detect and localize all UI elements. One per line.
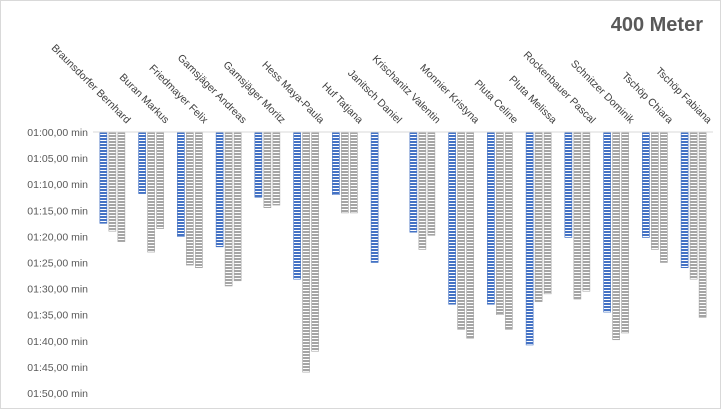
category-label: Gamsjäger Andreas: [175, 52, 249, 126]
y-tick-label: 01:50,00 min: [27, 388, 88, 400]
category-label: Krischanitz Valentin: [370, 53, 443, 126]
bar-series3: [233, 131, 242, 282]
bar-series2: [457, 131, 465, 330]
bar-series2: [418, 131, 427, 250]
bar-series2: [186, 131, 194, 266]
bar-series2: [147, 131, 155, 253]
bar-series1: [215, 131, 224, 248]
bar-series2: [651, 131, 659, 250]
y-tick-label: 01:30,00 min: [27, 284, 88, 296]
bar-series3: [117, 131, 126, 242]
bar-series3: [505, 131, 513, 330]
bar-series2: [689, 131, 698, 280]
bar-series1: [487, 131, 495, 305]
bar-series3: [195, 131, 203, 269]
chart-title: 400 Meter: [610, 14, 703, 36]
bar-series1: [603, 131, 611, 313]
bar-series2: [341, 131, 349, 214]
category-label: Schnitzer Dominik: [568, 58, 637, 127]
bar-series1: [177, 131, 185, 237]
bar-series3: [156, 131, 164, 229]
category-label: Braunsdorfer Bernhard: [49, 42, 133, 126]
bar-series1: [254, 131, 263, 198]
bar-series3: [311, 131, 319, 352]
category-label: Rockenbauer Pascal: [521, 49, 598, 126]
bar-series1: [525, 131, 534, 346]
y-tick-label: 01:20,00 min: [27, 231, 88, 243]
bar-series1: [680, 131, 689, 269]
bar-series2: [224, 131, 233, 287]
bar-series3: [582, 131, 591, 292]
y-tick-label: 01:40,00 min: [27, 336, 88, 348]
bar-series1: [370, 131, 379, 263]
bar-series2: [496, 131, 504, 315]
bar-series1: [293, 131, 301, 280]
bar-series2: [573, 131, 582, 300]
bar-series3: [350, 131, 358, 214]
bar-series2: [302, 131, 310, 373]
bar-series1: [138, 131, 146, 194]
y-tick-label: 01:05,00 min: [27, 153, 88, 165]
y-tick-label: 01:15,00 min: [27, 205, 88, 217]
bar-series3: [621, 131, 629, 334]
bar-series3: [543, 131, 552, 295]
bar-series2: [612, 131, 620, 341]
y-tick-label: 01:10,00 min: [27, 179, 88, 191]
bar-series3: [660, 131, 668, 263]
bar-series3: [466, 131, 474, 339]
bar-series3: [427, 131, 436, 236]
y-tick-label: 01:35,00 min: [27, 310, 88, 322]
bar-series3: [272, 131, 281, 206]
bar-series1: [448, 131, 456, 305]
bar-series3: [698, 131, 707, 318]
bar-series2: [534, 131, 543, 302]
y-tick-label: 01:45,00 min: [27, 362, 88, 374]
bar-series1: [564, 131, 573, 238]
y-tick-label: 01:25,00 min: [27, 258, 88, 270]
bar-series2: [108, 131, 117, 232]
bar-series1: [642, 131, 650, 238]
y-tick-label: 01:00,00 min: [27, 127, 88, 139]
bar-series1: [409, 131, 418, 233]
bar-series1: [332, 131, 340, 195]
bar-series2: [263, 131, 272, 208]
bar-series1: [99, 131, 108, 224]
